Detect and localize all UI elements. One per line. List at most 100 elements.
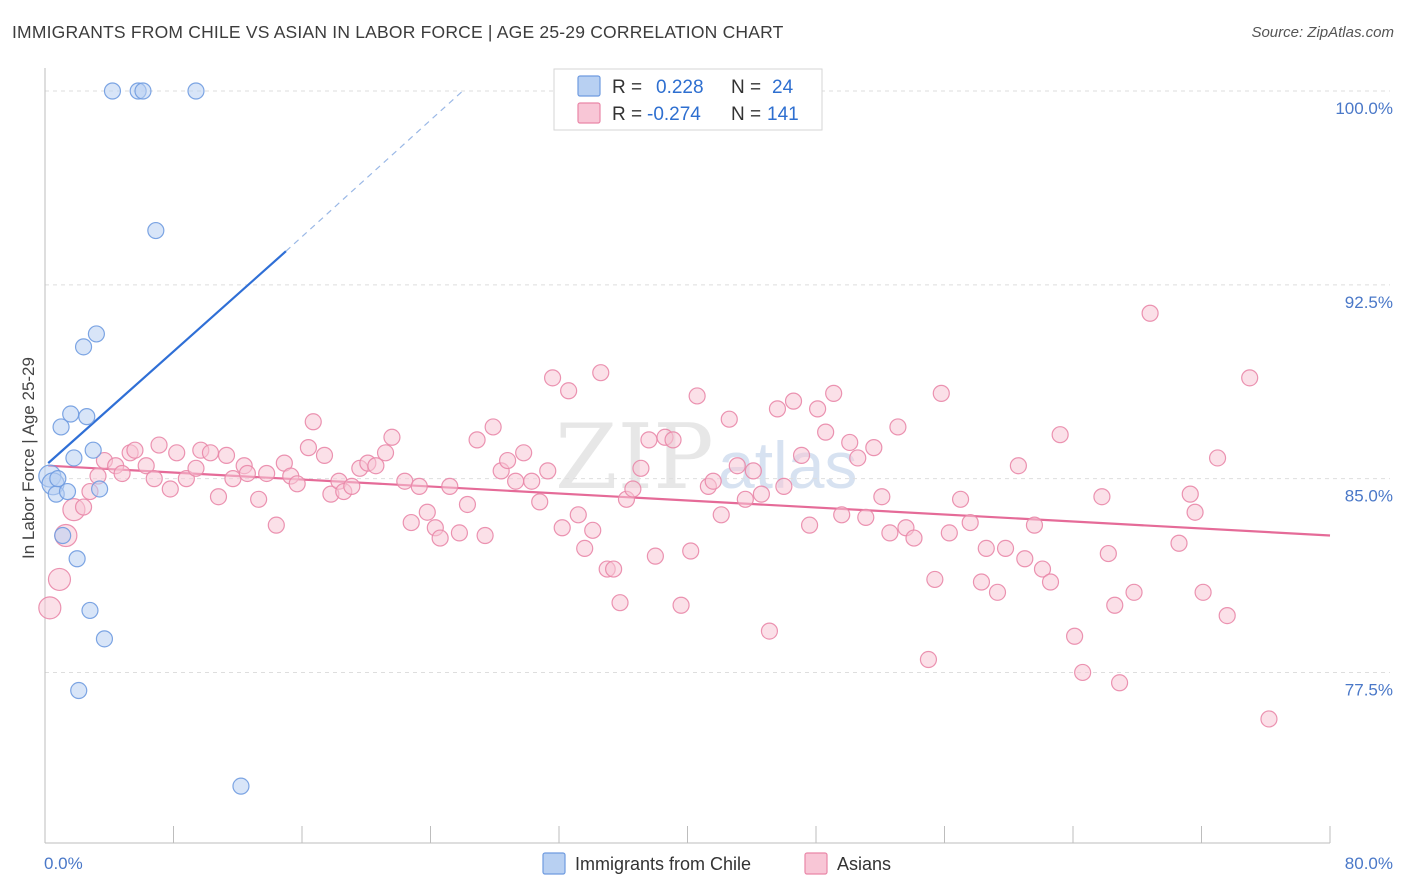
legend-r-label-chile: R = xyxy=(612,77,642,98)
point-chile-16 xyxy=(91,480,109,498)
point-asians-94 xyxy=(784,392,803,410)
point-asians-33 xyxy=(304,413,322,431)
point-asians-84 xyxy=(704,472,722,490)
point-asians-32 xyxy=(299,439,318,457)
point-asians-15 xyxy=(161,480,179,498)
point-asians-93 xyxy=(775,477,793,495)
point-asians-43 xyxy=(383,428,401,446)
point-chile-20 xyxy=(134,82,152,100)
point-asians-106 xyxy=(881,524,899,542)
point-chile-9 xyxy=(68,550,86,568)
point-asians-14 xyxy=(150,436,168,454)
point-asians-1 xyxy=(47,567,72,592)
point-asians-54 xyxy=(476,526,494,545)
bottom-legend-swatch-chile xyxy=(542,852,566,875)
point-asians-98 xyxy=(817,423,835,441)
point-asians-52 xyxy=(458,495,477,514)
axes xyxy=(44,68,1331,844)
point-asians-74 xyxy=(624,480,642,498)
point-chile-12 xyxy=(78,408,96,426)
point-asians-126 xyxy=(1066,627,1084,645)
point-asians-69 xyxy=(592,364,610,382)
point-chile-15 xyxy=(87,325,106,343)
point-asians-86 xyxy=(720,410,738,428)
point-asians-4 xyxy=(74,498,93,516)
bottom-legend-swatch-asians xyxy=(804,852,828,875)
legend-n-label-chile: N = xyxy=(731,77,761,98)
point-asians-115 xyxy=(961,513,979,532)
y-axis-label: In Labor Force | Age 25-29 xyxy=(19,357,38,559)
point-asians-137 xyxy=(1208,449,1227,467)
point-asians-99 xyxy=(825,384,843,402)
point-asians-16 xyxy=(168,444,186,462)
point-asians-12 xyxy=(137,457,155,475)
point-asians-60 xyxy=(523,472,541,490)
point-asians-91 xyxy=(760,622,779,640)
point-asians-125 xyxy=(1051,426,1069,444)
point-asians-118 xyxy=(988,583,1007,601)
legend-r-value-chile: 0.228 xyxy=(656,77,704,98)
point-asians-140 xyxy=(1260,710,1278,728)
point-asians-95 xyxy=(792,446,811,464)
gridlines xyxy=(45,90,1390,673)
point-chile-21 xyxy=(147,221,165,240)
point-chile-13 xyxy=(81,601,99,620)
legend-swatch-asians xyxy=(577,102,601,124)
legend-n-label-asians: N = xyxy=(731,104,761,125)
point-asians-67 xyxy=(576,539,594,558)
point-chile-22 xyxy=(187,82,205,100)
x-tick-label-min: 0.0% xyxy=(44,854,83,873)
point-asians-75 xyxy=(632,459,650,477)
point-asians-133 xyxy=(1170,534,1188,552)
point-chile-8 xyxy=(65,449,83,467)
point-asians-82 xyxy=(688,387,706,405)
point-asians-41 xyxy=(367,457,385,475)
y-tick-label-2: 85.0% xyxy=(1345,487,1393,506)
point-asians-25 xyxy=(238,464,256,483)
point-asians-0 xyxy=(38,596,62,620)
point-asians-111 xyxy=(926,570,944,589)
point-asians-130 xyxy=(1106,596,1124,614)
point-asians-127 xyxy=(1074,663,1092,682)
point-asians-57 xyxy=(499,451,517,470)
point-asians-18 xyxy=(187,459,205,477)
point-asians-46 xyxy=(410,477,428,495)
trend-line-chile xyxy=(47,250,287,464)
point-asians-63 xyxy=(543,369,562,387)
point-asians-50 xyxy=(441,477,459,495)
point-asians-34 xyxy=(315,446,334,464)
trend-extension-chile xyxy=(285,90,464,252)
legend-r-value-asians: -0.274 xyxy=(647,104,701,125)
point-asians-90 xyxy=(752,485,770,503)
legend-r-label-asians: R = xyxy=(612,104,642,125)
point-chile-11 xyxy=(74,338,93,356)
point-chile-17 xyxy=(95,630,114,648)
point-asians-110 xyxy=(919,650,938,669)
point-asians-59 xyxy=(515,444,533,462)
point-chile-5 xyxy=(54,526,72,545)
point-asians-81 xyxy=(682,542,700,560)
point-asians-87 xyxy=(728,457,746,475)
point-asians-119 xyxy=(996,539,1015,558)
point-asians-122 xyxy=(1025,516,1044,534)
point-asians-22 xyxy=(217,446,236,464)
point-asians-112 xyxy=(932,384,950,402)
legend-box: R = 0.228 N = 24 R = -0.274 N = 141 xyxy=(553,68,823,131)
point-asians-47 xyxy=(418,503,436,521)
x-tick-label-max: 80.0% xyxy=(1345,854,1393,873)
legend-swatch-chile xyxy=(577,75,601,97)
point-asians-114 xyxy=(951,490,970,508)
point-asians-124 xyxy=(1041,573,1060,591)
point-asians-55 xyxy=(484,418,502,436)
point-asians-65 xyxy=(560,382,578,400)
point-asians-131 xyxy=(1110,674,1129,692)
point-asians-42 xyxy=(376,444,395,462)
point-asians-123 xyxy=(1033,560,1052,578)
bottom-legend: Immigrants from Chile Asians xyxy=(542,852,891,875)
point-asians-31 xyxy=(288,475,306,493)
point-asians-121 xyxy=(1016,550,1034,568)
point-asians-49 xyxy=(431,529,449,547)
point-asians-72 xyxy=(611,594,629,612)
point-asians-120 xyxy=(1009,457,1027,475)
point-asians-138 xyxy=(1218,606,1236,625)
